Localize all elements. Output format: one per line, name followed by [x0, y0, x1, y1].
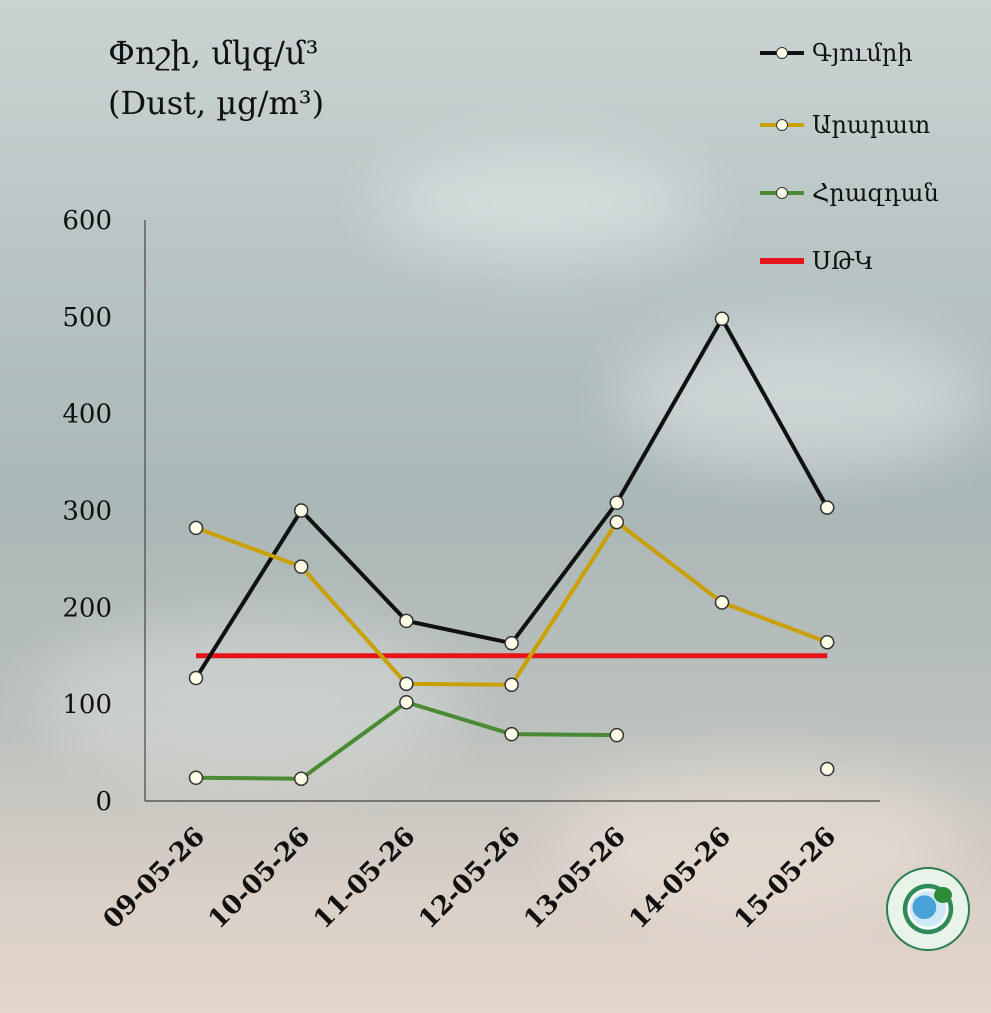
series-ararat-point-1 [293, 559, 309, 574]
y-tick-label-500: 500 [62, 303, 112, 333]
series-gyumri-point-3 [504, 635, 519, 651]
series-gyumri-point-4 [609, 495, 625, 511]
series-ararat-point-5 [714, 595, 730, 610]
x-tick-label-14-05-26: 14-05-26 [624, 822, 737, 935]
series-gyumri-segment-2 [404, 618, 514, 646]
series-hrazdan-point-0 [188, 770, 204, 786]
series-hrazdan-point-2 [399, 694, 414, 710]
ministry-logo [886, 867, 970, 951]
series-gyumri-segment-1 [299, 508, 409, 623]
series-ararat-segment-5 [720, 600, 830, 645]
series-ararat-segment-0 [194, 525, 304, 569]
legend-swatch-mac [760, 258, 804, 264]
series-hrazdan-point-6 [819, 761, 835, 777]
y-tick-label-600: 600 [62, 206, 112, 236]
legend-marker-gyumri [776, 47, 788, 59]
series-gyumri-point-0 [188, 670, 204, 686]
y-tick-label-400: 400 [62, 400, 112, 430]
series-ararat-point-0 [188, 520, 204, 536]
series-ararat-point-3 [504, 677, 519, 693]
series-gyumri-segment-0 [194, 508, 304, 681]
x-tick-label-13-05-26: 13-05-26 [519, 822, 632, 935]
series-ararat-point-6 [819, 634, 835, 650]
legend-label-mac: ՍԹԿ [812, 247, 874, 275]
series-ararat-segment-4 [614, 520, 724, 605]
y-tick-label-0: 0 [95, 787, 112, 817]
series-ararat-point-2 [399, 676, 414, 692]
series-ararat-segment-3 [509, 520, 619, 687]
x-tick-label-12-05-26: 12-05-26 [413, 822, 526, 935]
series-hrazdan-point-1 [293, 771, 309, 786]
series-ararat-segment-1 [299, 564, 409, 686]
x-tick-label-09-05-26: 09-05-26 [98, 822, 211, 935]
y-tick-label-200: 200 [62, 593, 112, 623]
series-gyumri-point-5 [714, 311, 730, 327]
series-hrazdan-segment-3 [509, 732, 619, 738]
legend-marker-ararat [776, 119, 788, 131]
series-gyumri-segment-4 [614, 316, 724, 505]
x-tick-label-10-05-26: 10-05-26 [203, 822, 316, 935]
y-tick-label-100: 100 [62, 690, 112, 720]
x-tick-label-15-05-26: 15-05-26 [729, 822, 842, 935]
legend-marker-hrazdan [776, 187, 788, 199]
legend-label-ararat: Արարատ [812, 111, 931, 139]
series-gyumri-point-1 [293, 503, 309, 518]
chart-title-line-2: (Dust, µg/m³) [108, 84, 325, 122]
x-tick-label-11-05-26: 11-05-26 [308, 822, 421, 935]
series-gyumri-segment-5 [720, 316, 830, 510]
chart-title-line-1: Փոշի, մկգ/մ³ [108, 34, 319, 72]
legend-label-gyumri: Գյումրի [812, 39, 913, 67]
series-gyumri-segment-3 [509, 500, 619, 646]
series-hrazdan-point-4 [609, 727, 625, 743]
series-ararat-segment-2 [404, 681, 514, 687]
series-hrazdan-point-3 [504, 726, 519, 742]
logo-tree-icon [934, 887, 952, 903]
series-hrazdan-segment-1 [299, 700, 409, 781]
series-gyumri-point-6 [819, 500, 835, 515]
y-tick-label-300: 300 [62, 497, 112, 527]
series-hrazdan-segment-0 [194, 775, 304, 781]
series-ararat-point-4 [609, 514, 625, 530]
legend-label-hrazdan: Հրազդան [812, 179, 939, 207]
series-hrazdan-segment-2 [404, 700, 514, 737]
series-gyumri-point-2 [399, 613, 414, 629]
